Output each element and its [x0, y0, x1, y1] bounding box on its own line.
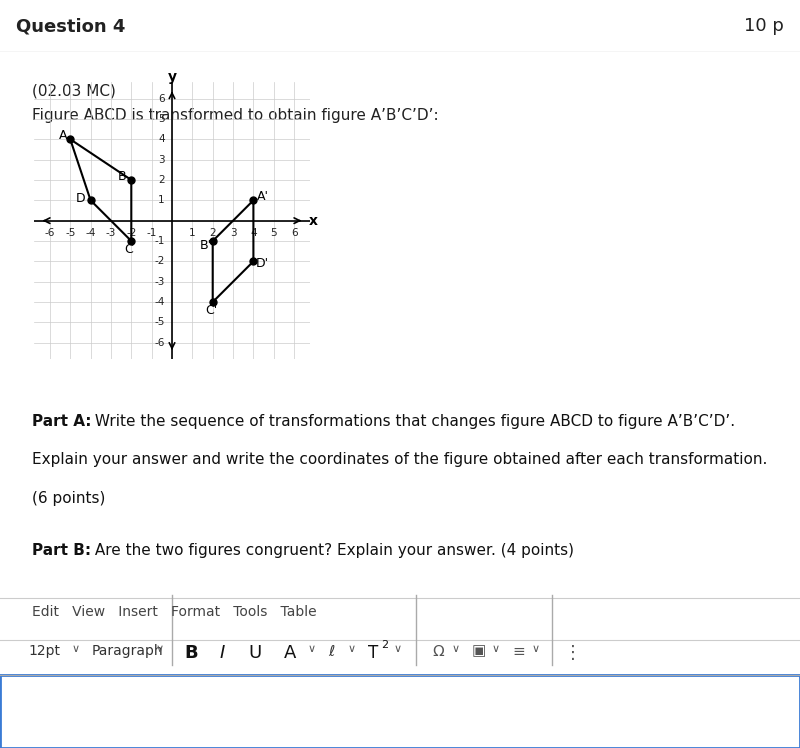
- Text: -5: -5: [65, 228, 75, 238]
- Text: ∨: ∨: [348, 643, 356, 654]
- Text: (6 points): (6 points): [32, 491, 106, 506]
- Text: C: C: [124, 242, 133, 256]
- Text: 5: 5: [158, 114, 165, 124]
- Text: -2: -2: [154, 257, 165, 266]
- Text: 2: 2: [210, 228, 216, 238]
- Text: 2: 2: [381, 640, 388, 650]
- Text: Part A:: Part A:: [32, 414, 91, 429]
- Text: ∨: ∨: [72, 643, 80, 654]
- Text: ∨: ∨: [492, 643, 500, 654]
- Text: Question 4: Question 4: [16, 17, 126, 35]
- Text: U: U: [248, 643, 262, 662]
- Text: Part B:: Part B:: [32, 543, 91, 558]
- Text: Edit   View   Insert   Format   Tools   Table: Edit View Insert Format Tools Table: [32, 605, 317, 619]
- Text: 3: 3: [158, 155, 165, 165]
- Text: B: B: [118, 171, 126, 183]
- Text: (02.03 MC): (02.03 MC): [32, 84, 116, 99]
- Text: -2: -2: [126, 228, 137, 238]
- Text: ∨: ∨: [156, 643, 164, 654]
- Text: ≡: ≡: [512, 643, 525, 659]
- Text: -3: -3: [106, 228, 116, 238]
- Text: -6: -6: [154, 338, 165, 348]
- Text: -4: -4: [86, 228, 96, 238]
- Text: 2: 2: [158, 175, 165, 185]
- Text: ℓ: ℓ: [328, 643, 334, 659]
- Text: C': C': [206, 304, 218, 316]
- Text: 1: 1: [158, 195, 165, 205]
- Text: Figure ABCD is transformed to obtain figure A’B’C’D’:: Figure ABCD is transformed to obtain fig…: [32, 108, 438, 123]
- Text: D: D: [76, 191, 86, 205]
- Text: -1: -1: [146, 228, 157, 238]
- Text: A: A: [284, 643, 296, 662]
- Text: 4: 4: [158, 134, 165, 144]
- Text: 3: 3: [230, 228, 236, 238]
- Text: 12pt: 12pt: [28, 643, 60, 657]
- Text: ▣: ▣: [472, 643, 486, 659]
- Text: ∨: ∨: [532, 643, 540, 654]
- Text: ∨: ∨: [308, 643, 316, 654]
- Text: A: A: [59, 129, 67, 141]
- Text: B': B': [199, 239, 212, 251]
- Text: ⋮: ⋮: [564, 643, 582, 662]
- Text: ∨: ∨: [394, 643, 402, 654]
- Text: 5: 5: [270, 228, 277, 238]
- Bar: [0, 675, 800, 748]
- Text: 10 p: 10 p: [744, 17, 784, 35]
- Text: Are the two figures congruent? Explain your answer. (4 points): Are the two figures congruent? Explain y…: [90, 543, 574, 558]
- Text: T: T: [368, 643, 378, 662]
- Text: -4: -4: [154, 297, 165, 307]
- Text: y: y: [167, 70, 177, 85]
- Text: -5: -5: [154, 317, 165, 328]
- Text: I: I: [220, 643, 226, 662]
- Text: Paragraph: Paragraph: [92, 643, 164, 657]
- Text: 6: 6: [290, 228, 298, 238]
- Text: 1: 1: [189, 228, 196, 238]
- Text: -6: -6: [45, 228, 55, 238]
- Text: -1: -1: [154, 236, 165, 246]
- Text: 6: 6: [158, 94, 165, 103]
- Text: D': D': [256, 257, 269, 270]
- Text: A': A': [257, 190, 269, 203]
- Text: B: B: [184, 643, 198, 662]
- Text: -3: -3: [154, 277, 165, 286]
- Text: Write the sequence of transformations that changes figure ABCD to figure A’B’C’D: Write the sequence of transformations th…: [90, 414, 735, 429]
- Text: 4: 4: [250, 228, 257, 238]
- Text: Explain your answer and write the coordinates of the figure obtained after each : Explain your answer and write the coordi…: [32, 453, 767, 468]
- Text: x: x: [308, 214, 318, 227]
- Text: ∨: ∨: [452, 643, 460, 654]
- Text: Ω: Ω: [432, 643, 444, 659]
